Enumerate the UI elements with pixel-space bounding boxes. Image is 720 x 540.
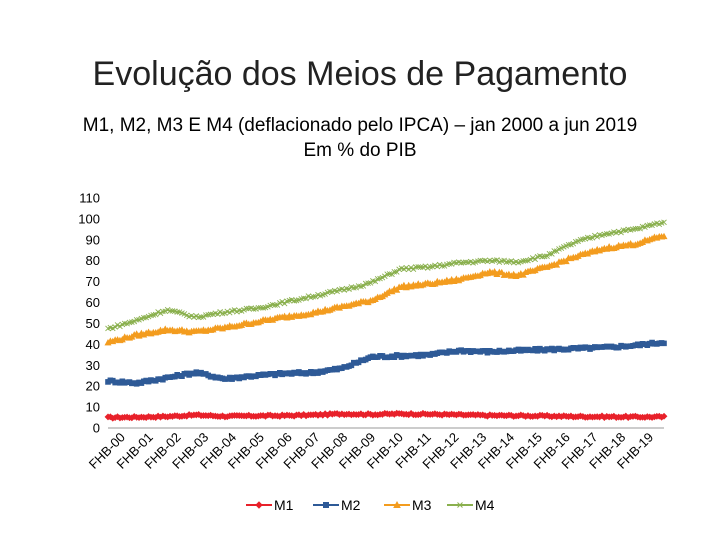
legend-marker (323, 502, 329, 508)
legend-item-m3: M3 (384, 497, 432, 513)
legend-label: M2 (341, 497, 361, 513)
subtitle-line-1: M1, M2, M3 E M4 (deflacionado pelo IPCA)… (82, 115, 638, 136)
legend-item-m1: M1 (246, 497, 294, 513)
legend-item-m2: M2 (313, 497, 361, 513)
y-axis: 0 10 20 30 40 50 60 70 80 90 100 110 (78, 191, 100, 436)
subtitle-line-2: Em % do PIB (303, 140, 417, 161)
series-m3 (104, 232, 668, 346)
series-markers-m3 (104, 232, 668, 346)
series-markers-m2 (105, 339, 667, 387)
series-m2 (105, 339, 667, 387)
legend-marker (457, 502, 463, 508)
y-tick-label: 30 (86, 358, 100, 373)
y-tick-label: 10 (86, 400, 100, 415)
series-lines (104, 219, 668, 422)
slide-title: Evolução dos Meios de Pagamento (92, 55, 628, 93)
legend-label: M3 (412, 497, 432, 513)
y-tick-label: 70 (86, 274, 100, 289)
legend-marker (393, 500, 401, 508)
chart-subtitle: M1, M2, M3 E M4 (deflacionado pelo IPCA)… (0, 113, 720, 163)
y-tick-label: 80 (86, 253, 100, 268)
series-m1 (104, 409, 668, 422)
y-tick-label: 50 (86, 316, 100, 331)
y-tick-label: 20 (86, 379, 100, 394)
y-tick-label: 110 (79, 191, 100, 206)
legend-label: M1 (274, 497, 294, 513)
y-tick-label: 60 (86, 295, 100, 310)
legend-marker (255, 501, 263, 509)
x-axis: FHB-00FHB-01FHB-02FHB-03FHB-04FHB-05FHB-… (86, 427, 664, 472)
legend-item-m4: M4 (447, 497, 495, 513)
legend-label: M4 (475, 497, 495, 513)
series-markers-m1 (104, 409, 668, 422)
y-tick-label: 40 (86, 337, 100, 352)
y-tick-label: 0 (93, 421, 100, 436)
y-tick-label: 100 (78, 211, 100, 226)
chart-legend: M1 M2 M3 M4 (246, 497, 495, 513)
series-m4 (105, 219, 667, 332)
series-markers-m4 (105, 219, 667, 332)
y-tick-label: 90 (86, 232, 100, 247)
